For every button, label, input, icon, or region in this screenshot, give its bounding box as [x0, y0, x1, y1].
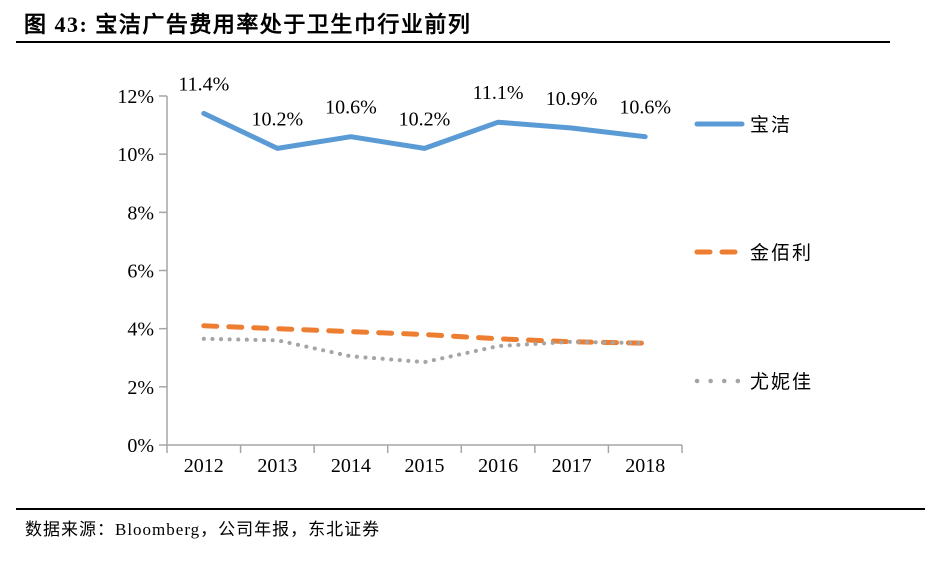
x-axis-label: 2017	[552, 455, 592, 477]
legend-label-1: 金佰利	[750, 242, 813, 264]
x-axis-label: 2016	[478, 455, 518, 477]
x-axis-label: 2015	[405, 455, 445, 477]
data-label: 10.6%	[325, 97, 377, 119]
legend-label-2: 尤妮佳	[750, 371, 813, 393]
series-line-1	[201, 323, 648, 346]
data-label: 10.9%	[546, 88, 598, 110]
y-axis-label: 10%	[117, 144, 154, 166]
x-axis-label: 2012	[184, 455, 224, 477]
data-label: 10.2%	[252, 108, 304, 130]
y-axis-label: 12%	[117, 86, 154, 108]
title-divider	[16, 41, 890, 43]
legend-item: 尤妮佳	[694, 371, 813, 393]
data-label: 11.1%	[473, 82, 524, 104]
data-label: 10.6%	[619, 97, 671, 119]
y-axis-label: 8%	[127, 202, 154, 224]
data-label: 11.4%	[178, 73, 229, 95]
legend-item: 宝洁	[694, 114, 792, 136]
footer-divider	[16, 508, 925, 510]
y-axis-label: 0%	[127, 435, 154, 457]
series-line-2	[201, 336, 648, 365]
x-axis-label: 2014	[331, 455, 371, 477]
x-axis-label: 2013	[257, 455, 297, 477]
figure-title: 图 43: 宝洁广告费用率处于卫生巾行业前列	[24, 12, 472, 37]
y-axis-label: 4%	[127, 319, 154, 341]
data-source: 数据来源：Bloomberg，公司年报，东北证券	[25, 520, 381, 539]
series-line-0	[201, 110, 648, 151]
data-label: 10.2%	[399, 108, 451, 130]
x-axis-label: 2018	[625, 455, 665, 477]
legend-label-0: 宝洁	[750, 114, 792, 136]
y-axis-label: 6%	[127, 261, 154, 283]
legend-item: 金佰利	[694, 242, 813, 264]
chart-canvas: 0% 2% 4% 6% 8% 10% 12% 2012 2013 2014 2015 2016 2017…	[117, 73, 813, 477]
y-axis-label: 2%	[127, 377, 154, 399]
